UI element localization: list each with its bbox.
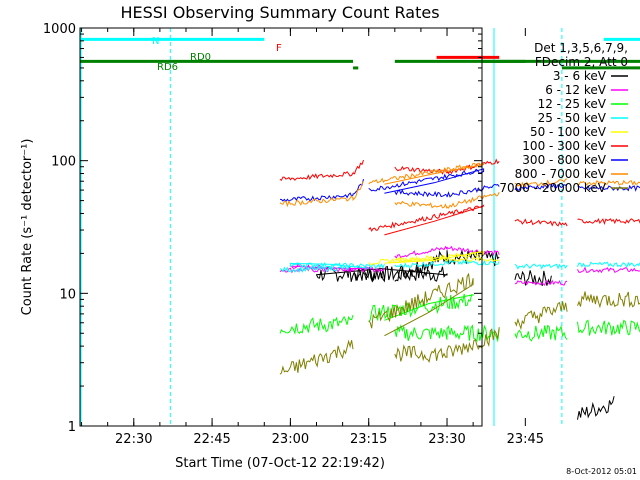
series-line bbox=[577, 261, 640, 268]
series-line bbox=[577, 319, 640, 336]
chart-title: HESSI Observing Summary Count Rates bbox=[120, 3, 439, 22]
flag-label-rd6: RD6 bbox=[157, 62, 178, 73]
series-line bbox=[368, 162, 485, 185]
x-tick-label: 23:45 bbox=[507, 432, 544, 447]
legend-entry-label: 100 - 300 keV bbox=[522, 139, 606, 153]
y-tick-label: 1 bbox=[68, 420, 76, 435]
flag-label-rd0: RD0 bbox=[190, 52, 211, 63]
legend-entry-label: 300 - 800 keV bbox=[522, 153, 606, 167]
series-line bbox=[368, 272, 474, 337]
series-line bbox=[368, 204, 485, 236]
legend-entry-label: 12 - 25 keV bbox=[538, 97, 607, 111]
series-line bbox=[279, 178, 364, 203]
series-line bbox=[577, 396, 615, 420]
legend-header: Det 1,3,5,6,7,9, bbox=[534, 41, 628, 55]
x-tick-label: 23:30 bbox=[428, 432, 465, 447]
series-line bbox=[514, 279, 568, 286]
series-line bbox=[316, 265, 448, 283]
series-line bbox=[279, 181, 364, 208]
series-line bbox=[514, 178, 568, 189]
series-line bbox=[289, 261, 385, 269]
legend-entry-label: 50 - 100 keV bbox=[530, 125, 607, 139]
x-tick-label: 22:30 bbox=[115, 432, 152, 447]
series-line bbox=[514, 324, 568, 342]
x-tick-label: 23:00 bbox=[272, 432, 309, 447]
series-line bbox=[514, 218, 568, 227]
x-tick-label: 23:15 bbox=[350, 432, 387, 447]
series-line bbox=[577, 266, 640, 274]
series-line bbox=[279, 314, 354, 335]
legend: Det 1,3,5,6,7,9,FDecim 2, Att 03 - 6 keV… bbox=[499, 41, 628, 195]
series-line bbox=[577, 291, 640, 309]
flag-label-n: N bbox=[152, 36, 159, 47]
series-line bbox=[279, 339, 354, 375]
legend-entry-label: 7000 - 20000 keV bbox=[499, 181, 606, 195]
series-line bbox=[577, 217, 640, 226]
series-line bbox=[368, 250, 485, 266]
series-300-800-kev bbox=[279, 168, 640, 203]
series-line bbox=[514, 301, 568, 331]
y-axis: 1 10 100 1000 bbox=[43, 22, 482, 435]
legend-entry-label: 3 - 6 keV bbox=[553, 69, 607, 83]
x-tick-label: 22:45 bbox=[193, 432, 230, 447]
y-tick-label: 10 bbox=[59, 287, 76, 302]
series-line bbox=[514, 263, 568, 270]
series-line bbox=[577, 179, 640, 186]
y-tick-label: 1000 bbox=[43, 22, 76, 37]
plot-area: N F RD0 RD6 bbox=[80, 28, 640, 426]
series-line bbox=[514, 183, 568, 192]
y-tick-label: 100 bbox=[51, 155, 76, 170]
series-line bbox=[368, 168, 485, 194]
legend-entry-label: 6 - 12 keV bbox=[545, 83, 607, 97]
x-axis: 22:30 22:45 23:00 23:15 23:30 23:45 bbox=[81, 28, 544, 447]
series-line bbox=[577, 184, 640, 192]
legend-header: FDecim 2, Att 0 bbox=[535, 55, 628, 69]
series-line bbox=[279, 159, 364, 182]
legend-entry-label: 800 - 7000 keV bbox=[515, 167, 607, 181]
x-axis-label: Start Time (07-Oct-12 22:19:42) bbox=[175, 456, 385, 471]
plot-frame bbox=[79, 27, 483, 427]
legend-entry-label: 25 - 50 keV bbox=[538, 111, 607, 125]
generated-timestamp: 8-Oct-2012 05:01 bbox=[566, 467, 637, 476]
y-axis-label: Count Rate (s⁻¹ detector⁻¹) bbox=[20, 139, 35, 316]
series-800-7000-kev bbox=[279, 162, 640, 209]
flag-label-f: F bbox=[276, 43, 282, 54]
